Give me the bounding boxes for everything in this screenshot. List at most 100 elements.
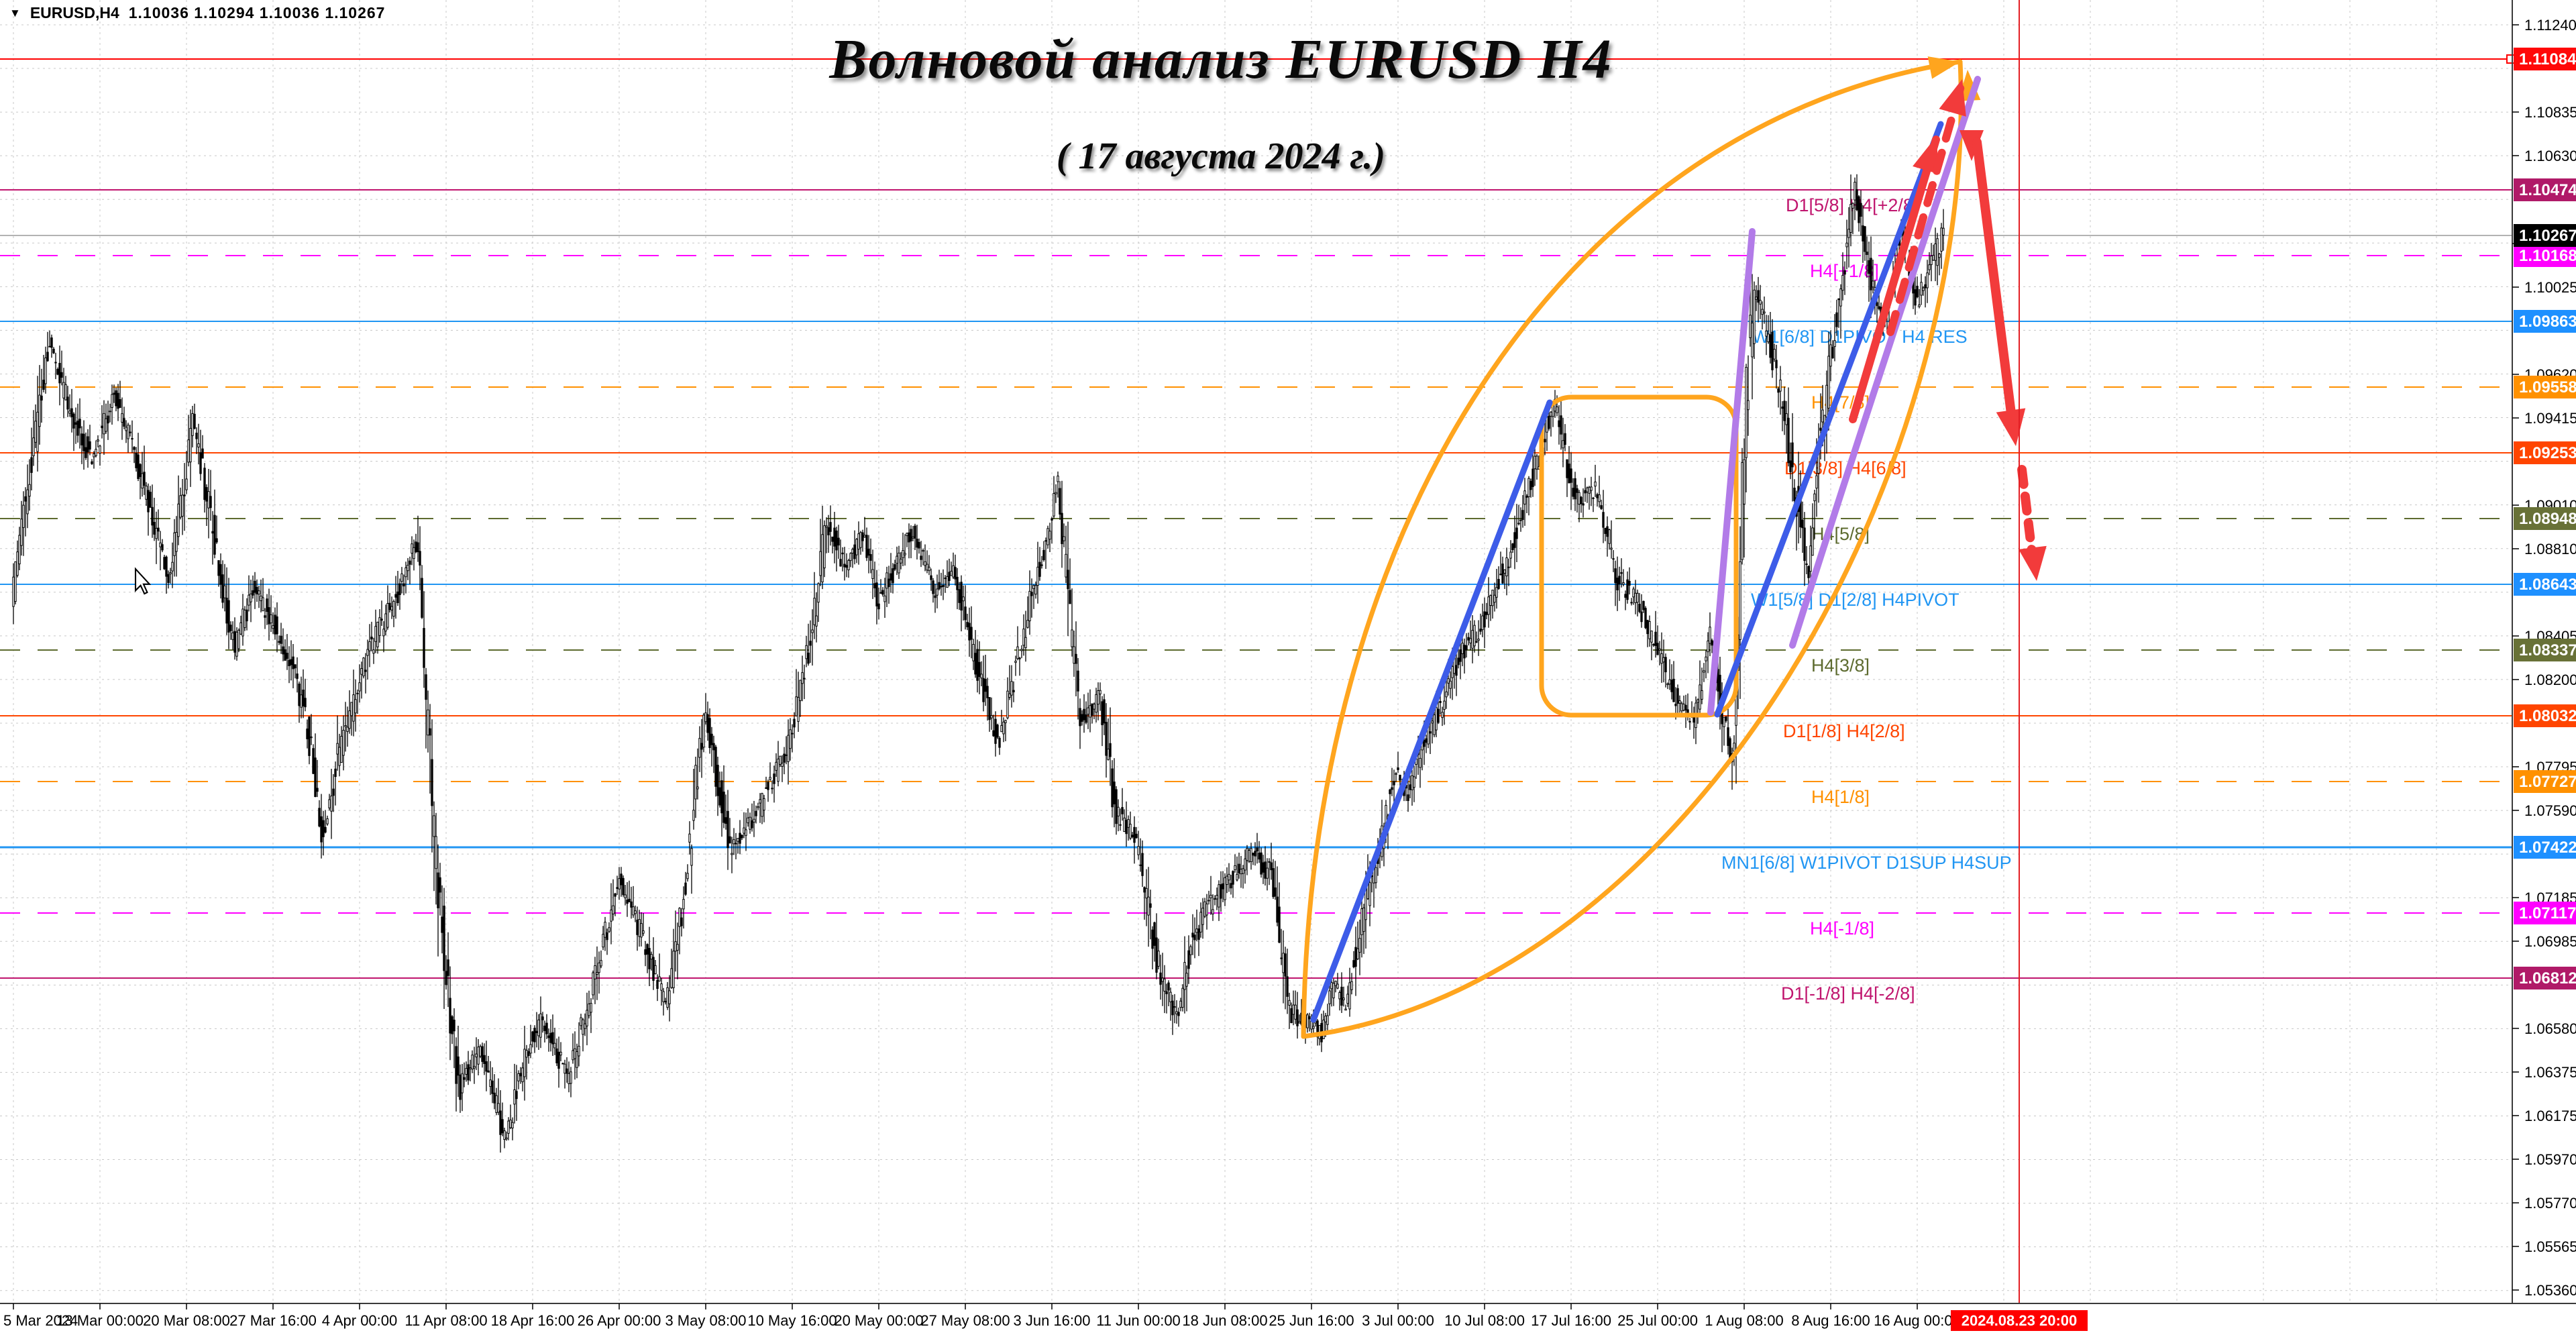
price-badge: 1.10474 — [2514, 178, 2576, 201]
price-badge: 1.09253 — [2514, 441, 2576, 464]
svg-text:3 Jul 00:00: 3 Jul 00:00 — [1362, 1312, 1434, 1329]
wave-lens-left-arc[interactable] — [1301, 59, 1963, 1039]
impulse-arrow-solid[interactable] — [1849, 136, 1940, 423]
arrowhead-icon — [1939, 79, 1966, 117]
price-badge: 1.10267 — [2514, 224, 2576, 247]
forecast-drop-arrow-solid[interactable] — [1972, 138, 2018, 434]
svg-text:25 Jul 00:00: 25 Jul 00:00 — [1617, 1312, 1698, 1329]
murray-levels: D1[5/8] H4[+2/8]H4[+1/8]W1[6/8] D1PIVOT … — [0, 189, 2512, 1004]
svg-text:1.10474: 1.10474 — [2519, 181, 2576, 199]
svg-text:18 Apr 16:00: 18 Apr 16:00 — [491, 1312, 575, 1329]
svg-text:18 Jun 08:00: 18 Jun 08:00 — [1182, 1312, 1267, 1329]
arrowhead-icon — [1996, 408, 2026, 446]
grid — [0, 0, 2512, 1303]
wave-lens-right-arc[interactable] — [1301, 59, 1964, 1039]
svg-text:1.05360: 1.05360 — [2524, 1282, 2576, 1299]
svg-text:3 May 08:00: 3 May 08:00 — [665, 1312, 746, 1329]
svg-text:1.07590: 1.07590 — [2524, 802, 2576, 819]
one-click-trading-toggle-icon[interactable]: ▼ — [9, 7, 21, 19]
svg-text:1.05565: 1.05565 — [2524, 1238, 2576, 1255]
price-badge: 1.08337 — [2514, 639, 2576, 661]
price-badge: 1.09863 — [2514, 310, 2576, 333]
trend-line[interactable] — [1310, 399, 1553, 1023]
svg-text:1.11084: 1.11084 — [2519, 50, 2576, 68]
trend-line[interactable] — [1714, 121, 1944, 718]
svg-text:3 Jun 16:00: 3 Jun 16:00 — [1014, 1312, 1091, 1329]
price-badge: 1.08948 — [2514, 507, 2576, 530]
page-subtitle: ( 17 августа 2024 г.) — [1056, 136, 1386, 177]
consolidation-box[interactable] — [1539, 394, 1739, 718]
svg-text:27 Mar 16:00: 27 Mar 16:00 — [229, 1312, 317, 1329]
svg-text:1.06175: 1.06175 — [2524, 1108, 2576, 1124]
svg-text:1.10267: 1.10267 — [2519, 227, 2576, 245]
svg-text:1.08643: 1.08643 — [2519, 576, 2576, 594]
murray-level-label: MN1[6/8] W1PIVOT D1SUP H4SUP — [1721, 853, 2012, 873]
arrowhead-icon — [1927, 56, 1960, 79]
trend-line[interactable] — [1707, 228, 1756, 716]
svg-text:20 May 00:00: 20 May 00:00 — [834, 1312, 923, 1329]
svg-text:1.10168: 1.10168 — [2519, 247, 2576, 265]
svg-text:1.08032: 1.08032 — [2519, 707, 2576, 725]
price-badge: 1.06812 — [2514, 967, 2576, 989]
svg-text:1.07727: 1.07727 — [2519, 773, 2576, 791]
svg-text:27 May 08:00: 27 May 08:00 — [920, 1312, 1010, 1329]
svg-text:1.09863: 1.09863 — [2519, 313, 2576, 331]
svg-text:17 Jul 16:00: 17 Jul 16:00 — [1531, 1312, 1611, 1329]
trend-curve[interactable] — [1789, 76, 1981, 649]
svg-text:10 May 16:00: 10 May 16:00 — [747, 1312, 837, 1329]
price-badge: 1.10168 — [2514, 244, 2576, 267]
analysis-title-block: Волновой анализ EURUSD H4 ( 17 августа 2… — [738, 27, 1704, 178]
impulse-arrow-dashed[interactable] — [1886, 78, 1966, 336]
svg-text:1 Aug 08:00: 1 Aug 08:00 — [1705, 1312, 1783, 1329]
ohlc-quote-values: 1.10036 1.10294 1.10036 1.10267 — [128, 4, 386, 21]
arrowhead-icon — [1913, 137, 1940, 174]
murray-level-label: H4[3/8] — [1811, 655, 1870, 676]
price-badge: 1.07422 — [2514, 836, 2576, 859]
svg-text:1.05970: 1.05970 — [2524, 1151, 2576, 1168]
svg-text:11 Apr 08:00: 11 Apr 08:00 — [405, 1312, 487, 1329]
mouse-cursor-icon — [134, 567, 152, 595]
murray-level-label: H4[-1/8] — [1810, 918, 1874, 939]
svg-text:1.09253: 1.09253 — [2519, 444, 2576, 462]
svg-text:1.10630: 1.10630 — [2524, 148, 2576, 164]
price-badge: 1.09558 — [2514, 376, 2576, 398]
svg-text:13 Mar 00:00: 13 Mar 00:00 — [56, 1312, 144, 1329]
svg-text:1.08337: 1.08337 — [2519, 641, 2576, 659]
svg-text:25 Jun 16:00: 25 Jun 16:00 — [1269, 1312, 1354, 1329]
svg-text:10 Jul 08:00: 10 Jul 08:00 — [1444, 1312, 1525, 1329]
svg-text:1.06812: 1.06812 — [2519, 969, 2576, 987]
svg-text:1.06375: 1.06375 — [2524, 1064, 2576, 1081]
future-date-badge: 2024.08.23 20:00 — [1951, 1310, 2088, 1331]
svg-text:11 Jun 00:00: 11 Jun 00:00 — [1096, 1312, 1181, 1329]
svg-text:2024.08.23 20:00: 2024.08.23 20:00 — [1962, 1312, 2078, 1329]
svg-text:1.08948: 1.08948 — [2519, 510, 2576, 528]
svg-text:1.11240: 1.11240 — [2524, 17, 2576, 34]
svg-text:4 Apr 00:00: 4 Apr 00:00 — [322, 1312, 398, 1329]
price-badge: 1.08032 — [2514, 704, 2576, 727]
svg-text:1.05770: 1.05770 — [2524, 1195, 2576, 1212]
price-badge: 1.07727 — [2514, 770, 2576, 793]
svg-text:1.10025: 1.10025 — [2524, 279, 2576, 296]
wave-annotations — [1301, 0, 2047, 1303]
symbol-timeframe-label: EURUSD,H4 — [30, 4, 119, 21]
svg-text:20 Mar 08:00: 20 Mar 08:00 — [143, 1312, 230, 1329]
chart-header: ▼ EURUSD,H4 1.10036 1.10294 1.10036 1.10… — [9, 4, 385, 22]
svg-text:1.08200: 1.08200 — [2524, 672, 2576, 688]
price-badge: 1.11084 — [2514, 48, 2576, 70]
svg-text:1.06580: 1.06580 — [2524, 1020, 2576, 1037]
svg-text:8 Aug 16:00: 8 Aug 16:00 — [1791, 1312, 1870, 1329]
svg-text:1.09558: 1.09558 — [2519, 378, 2576, 396]
svg-text:26 Apr 00:00: 26 Apr 00:00 — [578, 1312, 661, 1329]
murray-level-label: D1[-1/8] H4[-2/8] — [1781, 983, 1915, 1004]
arrowhead-icon — [2019, 545, 2047, 581]
murray-level-label: H4[1/8] — [1811, 787, 1870, 807]
svg-text:1.10835: 1.10835 — [2524, 104, 2576, 121]
murray-level-label: W1[5/8] D1[2/8] H4PIVOT — [1751, 590, 1960, 610]
svg-text:1.09415: 1.09415 — [2524, 410, 2576, 427]
page-title: Волновой анализ EURUSD H4 — [829, 28, 1613, 91]
svg-text:1.08810: 1.08810 — [2524, 541, 2576, 557]
svg-text:5 Mar 2024: 5 Mar 2024 — [3, 1312, 78, 1329]
